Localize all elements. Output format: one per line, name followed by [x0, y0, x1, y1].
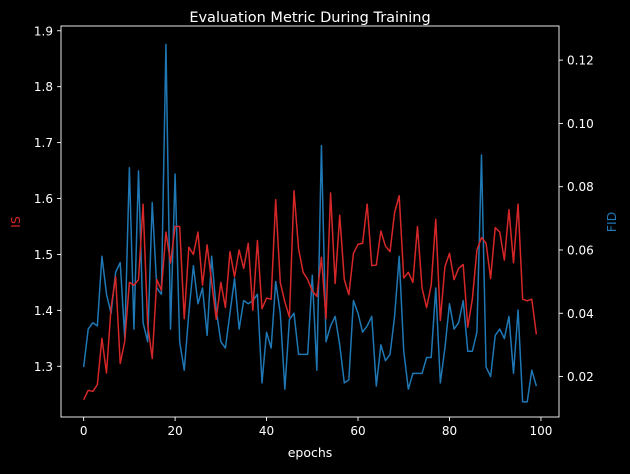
left-tick-label: 1.5	[34, 248, 53, 262]
left-axis-label: IS	[8, 216, 23, 228]
right-tick-label: 0.02	[567, 370, 594, 384]
right-tick-label: 0.12	[567, 54, 594, 68]
x-tick-label: 20	[167, 424, 182, 438]
left-tick-label: 1.6	[34, 192, 53, 206]
left-tick-label: 1.3	[34, 360, 53, 374]
right-axis-label: FID	[604, 212, 619, 233]
x-tick-label: 40	[259, 424, 274, 438]
left-y-axis: 1.3 1.4 1.5 1.6 1.7 1.8 1.9	[34, 24, 61, 374]
is-series-line	[82, 189, 538, 401]
right-tick-label: 0.10	[567, 117, 594, 131]
x-axis: 0 20 40 60 80 100	[80, 417, 552, 438]
right-tick-label: 0.08	[567, 180, 594, 194]
right-tick-label: 0.04	[567, 307, 594, 321]
fid-series-line	[82, 43, 538, 403]
x-tick-label: 100	[529, 424, 552, 438]
left-tick-label: 1.8	[34, 80, 53, 94]
plot-frame	[60, 25, 560, 418]
plot-lines	[82, 43, 538, 403]
chart-title: Evaluation Metric During Training	[189, 10, 430, 26]
right-y-axis: 0.02 0.04 0.06 0.08 0.10 0.12	[559, 54, 594, 384]
left-tick-label: 1.4	[34, 304, 53, 318]
left-tick-label: 1.7	[34, 136, 53, 150]
x-tick-label: 60	[350, 424, 365, 438]
x-tick-label: 0	[80, 424, 88, 438]
x-axis-label: epochs	[288, 445, 333, 460]
x-tick-label: 80	[442, 424, 457, 438]
right-tick-label: 0.06	[567, 243, 594, 257]
left-tick-label: 1.9	[34, 24, 53, 38]
